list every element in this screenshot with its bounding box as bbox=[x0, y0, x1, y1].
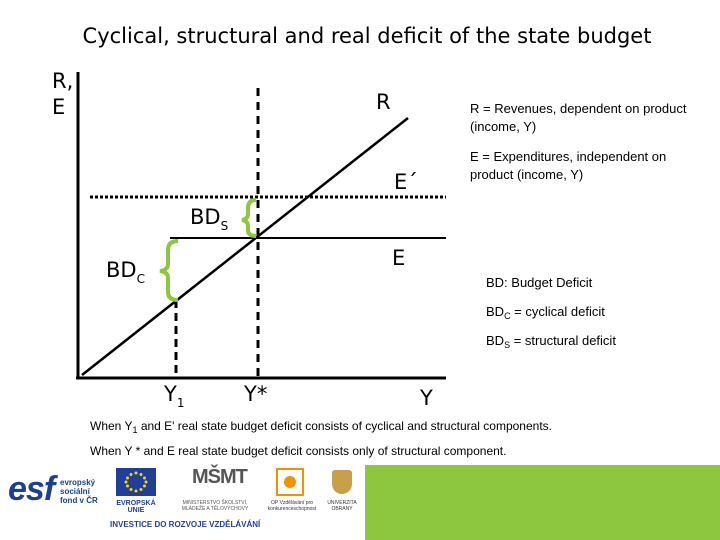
legend-bd-definition: BD: Budget Deficit bbox=[486, 275, 593, 290]
university-crest-icon bbox=[332, 470, 352, 494]
note-line-1-sub: 1 bbox=[132, 425, 138, 435]
esf-sub-2: sociální bbox=[60, 487, 90, 496]
op-logo: OP Vzdělávání pro konkurenceschopnost bbox=[262, 468, 322, 518]
esf-sub-1: evropský bbox=[60, 478, 96, 487]
eu-logo: EVROPSKÁ UNIE bbox=[108, 468, 164, 518]
label-y: Y bbox=[420, 386, 433, 410]
label-ystar: Y* bbox=[244, 382, 268, 406]
note-line-1: When Y1 and E' real state budget deficit… bbox=[90, 417, 552, 439]
eu-stars-icon bbox=[124, 471, 148, 493]
op-logo-text: OP Vzdělávání pro konkurenceschopnost bbox=[267, 500, 317, 512]
label-e: E bbox=[392, 246, 406, 270]
university-logo-text: UNIVERZITA OBRANY bbox=[327, 500, 357, 512]
legend-bds-post: = structural deficit bbox=[510, 333, 616, 348]
esf-logo-text: esf bbox=[8, 470, 55, 508]
label-bds-sub: S bbox=[220, 219, 229, 233]
esf-sub-3: fond v ČR bbox=[60, 496, 98, 505]
esf-logo-subtext: evropský sociální fond v ČR bbox=[60, 478, 98, 505]
legend-bdc-post: = cyclical deficit bbox=[510, 304, 605, 319]
label-bdc: BDC bbox=[106, 258, 145, 286]
legend-bds-definition: BDS = structural deficit bbox=[486, 332, 616, 354]
msmt-logo-mark: MŠMT bbox=[192, 466, 248, 488]
bds-brace bbox=[241, 198, 257, 238]
eu-flag-icon bbox=[116, 468, 156, 496]
legend-bds-pre: BD bbox=[486, 333, 505, 348]
investment-text: INVESTICE DO ROZVOJE VZDĚLÁVÁNÍ bbox=[110, 520, 261, 529]
msmt-logo: MŠMT MINISTERSTVO ŠKOLSTVÍ, MLÁDEŽE A TĚ… bbox=[176, 466, 254, 520]
op-logo-square-icon bbox=[276, 468, 304, 496]
label-y1-sub: 1 bbox=[176, 396, 185, 410]
note-line-2: When Y * and E real state budget deficit… bbox=[90, 444, 507, 458]
page-title: Cyclical, structural and real deficit of… bbox=[82, 24, 652, 48]
label-bds: BDS bbox=[190, 205, 228, 233]
y-axis-label: R, E bbox=[52, 68, 73, 120]
label-bds-main: BD bbox=[190, 205, 221, 229]
y-axis-label-r: R, bbox=[52, 69, 74, 93]
label-r: R bbox=[376, 90, 391, 114]
revenue-line bbox=[81, 117, 409, 376]
esf-logo: esf evropský sociální fond v ČR bbox=[8, 470, 100, 518]
note-line-1-pre: When Y bbox=[90, 419, 133, 433]
legend-bdc-pre: BD bbox=[486, 304, 505, 319]
footer-green-panel bbox=[365, 465, 720, 540]
op-logo-dot-icon bbox=[284, 476, 296, 488]
y-axis-label-e: E bbox=[52, 95, 66, 119]
legend-r-definition: R = Revenues, dependent on product (inco… bbox=[470, 101, 687, 134]
eu-logo-text: EVROPSKÁ UNIE bbox=[116, 500, 156, 514]
note-line-1-post: and E' real state budget deficit consist… bbox=[137, 419, 552, 433]
bdc-brace bbox=[159, 239, 179, 302]
legend-bds-sub: S bbox=[504, 340, 511, 350]
label-y1: Y1 bbox=[164, 382, 184, 410]
label-y1-main: Y bbox=[164, 382, 177, 406]
legend-bdc-sub: C bbox=[504, 311, 511, 321]
label-bdc-main: BD bbox=[106, 258, 137, 282]
university-logo: UNIVERZITA OBRANY bbox=[322, 468, 362, 518]
msmt-logo-text: MINISTERSTVO ŠKOLSTVÍ, MLÁDEŽE A TĚLOVÝC… bbox=[181, 500, 249, 512]
legend-e-definition: E = Expenditures, independent on product… bbox=[470, 149, 667, 182]
legend-bdc-definition: BDC = cyclical deficit bbox=[486, 303, 605, 325]
label-bdc-sub: C bbox=[136, 272, 145, 286]
label-e-prime: E´ bbox=[394, 170, 418, 194]
